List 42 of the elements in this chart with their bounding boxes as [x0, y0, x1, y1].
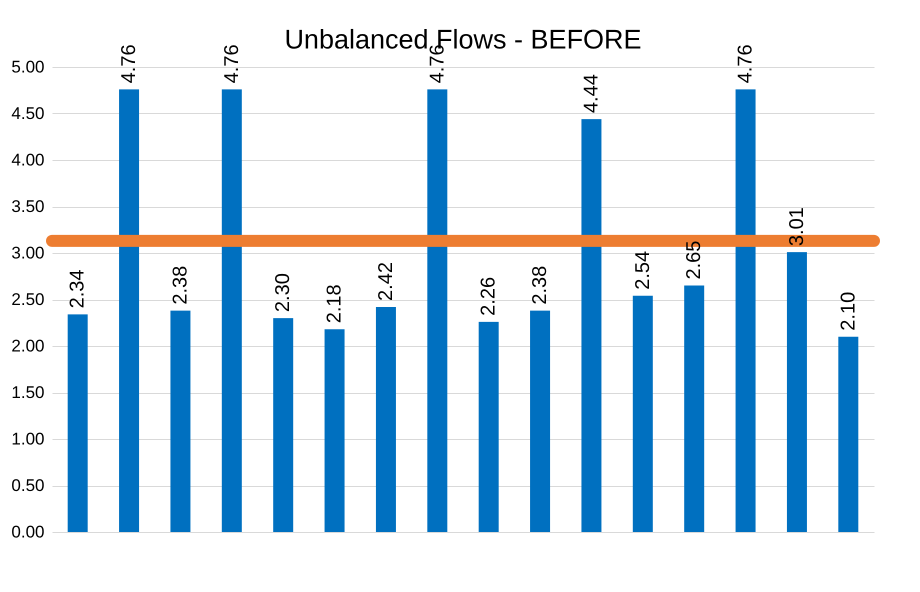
bar [68, 314, 88, 532]
data-label: 4.76 [220, 44, 243, 84]
data-label: 4.76 [118, 44, 140, 84]
bar [324, 329, 345, 532]
y-tick-label: 4.00 [11, 150, 44, 170]
bar [838, 336, 858, 532]
data-label: 2.38 [529, 266, 552, 305]
bar [222, 89, 242, 532]
bar [581, 119, 602, 532]
bar [530, 310, 550, 532]
y-tick-label: 0.50 [11, 476, 44, 495]
data-label: 2.42 [374, 262, 397, 301]
bar [273, 318, 294, 532]
y-tick-label: 1.00 [11, 430, 44, 448]
bar [376, 306, 396, 532]
bar [119, 89, 140, 532]
data-label: 4.76 [734, 44, 757, 84]
data-label: 2.38 [169, 266, 192, 305]
bar [786, 252, 807, 532]
bar [170, 310, 190, 532]
data-label: 2.10 [837, 292, 860, 331]
bar [478, 322, 499, 532]
bar [684, 286, 704, 532]
data-label: 3.01 [786, 207, 808, 246]
data-label: 2.34 [66, 269, 89, 308]
y-tick-label: 3.50 [11, 197, 44, 216]
data-label: 2.18 [324, 284, 346, 324]
y-tick-label: 2.00 [11, 336, 44, 356]
y-tick-label: 4.50 [11, 104, 44, 123]
y-tick-label: 2.50 [11, 290, 44, 309]
data-label: 2.65 [683, 240, 706, 280]
y-tick-label: 3.00 [11, 244, 44, 262]
bar [427, 89, 448, 532]
data-label: 2.26 [478, 276, 500, 316]
bar [736, 89, 756, 532]
data-label: 2.54 [632, 250, 654, 290]
data-label: 2.30 [272, 273, 294, 312]
bar [632, 296, 653, 532]
data-label: 4.44 [580, 74, 602, 114]
y-tick-label: 1.50 [11, 383, 44, 402]
y-tick-label: 5.00 [11, 58, 44, 76]
y-tick-label: 0.00 [11, 522, 44, 542]
